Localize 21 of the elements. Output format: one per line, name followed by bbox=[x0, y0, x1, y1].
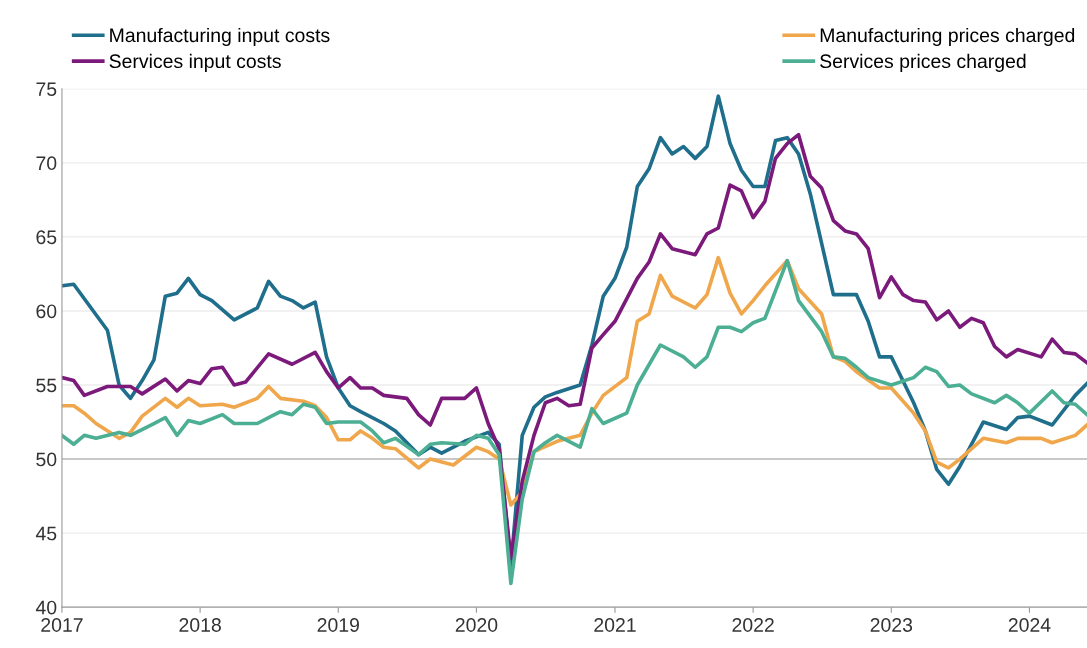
y-tick-label: 65 bbox=[36, 230, 57, 245]
y-tick-label: 50 bbox=[36, 452, 57, 467]
x-tick-label: 2017 bbox=[41, 618, 83, 632]
x-tick-label: 2018 bbox=[179, 618, 221, 632]
x-tick-label: 2021 bbox=[594, 618, 636, 632]
x-tick-label: 2022 bbox=[732, 618, 774, 632]
x-tick-label: 2019 bbox=[317, 618, 359, 632]
y-tick-label: 40 bbox=[35, 600, 57, 615]
y-tick-label: 75 bbox=[36, 82, 57, 97]
y-tick-label: 70 bbox=[36, 156, 57, 171]
line-series bbox=[61, 258, 1087, 586]
legend-label: Manufacturing prices charged bbox=[820, 27, 1075, 47]
y-tick-label: 55 bbox=[36, 378, 57, 393]
x-tick-label: 2024 bbox=[1008, 618, 1051, 632]
y-tick-label: 45 bbox=[35, 526, 57, 541]
x-tick-label: 2020 bbox=[455, 618, 498, 632]
x-tick-label: 2023 bbox=[870, 618, 913, 632]
y-tick-label: 60 bbox=[36, 304, 57, 319]
legend-label: Services prices charged bbox=[820, 53, 1026, 72]
legend-label: Manufacturing input costs bbox=[110, 27, 330, 47]
legend-label: Services input costs bbox=[109, 53, 281, 72]
